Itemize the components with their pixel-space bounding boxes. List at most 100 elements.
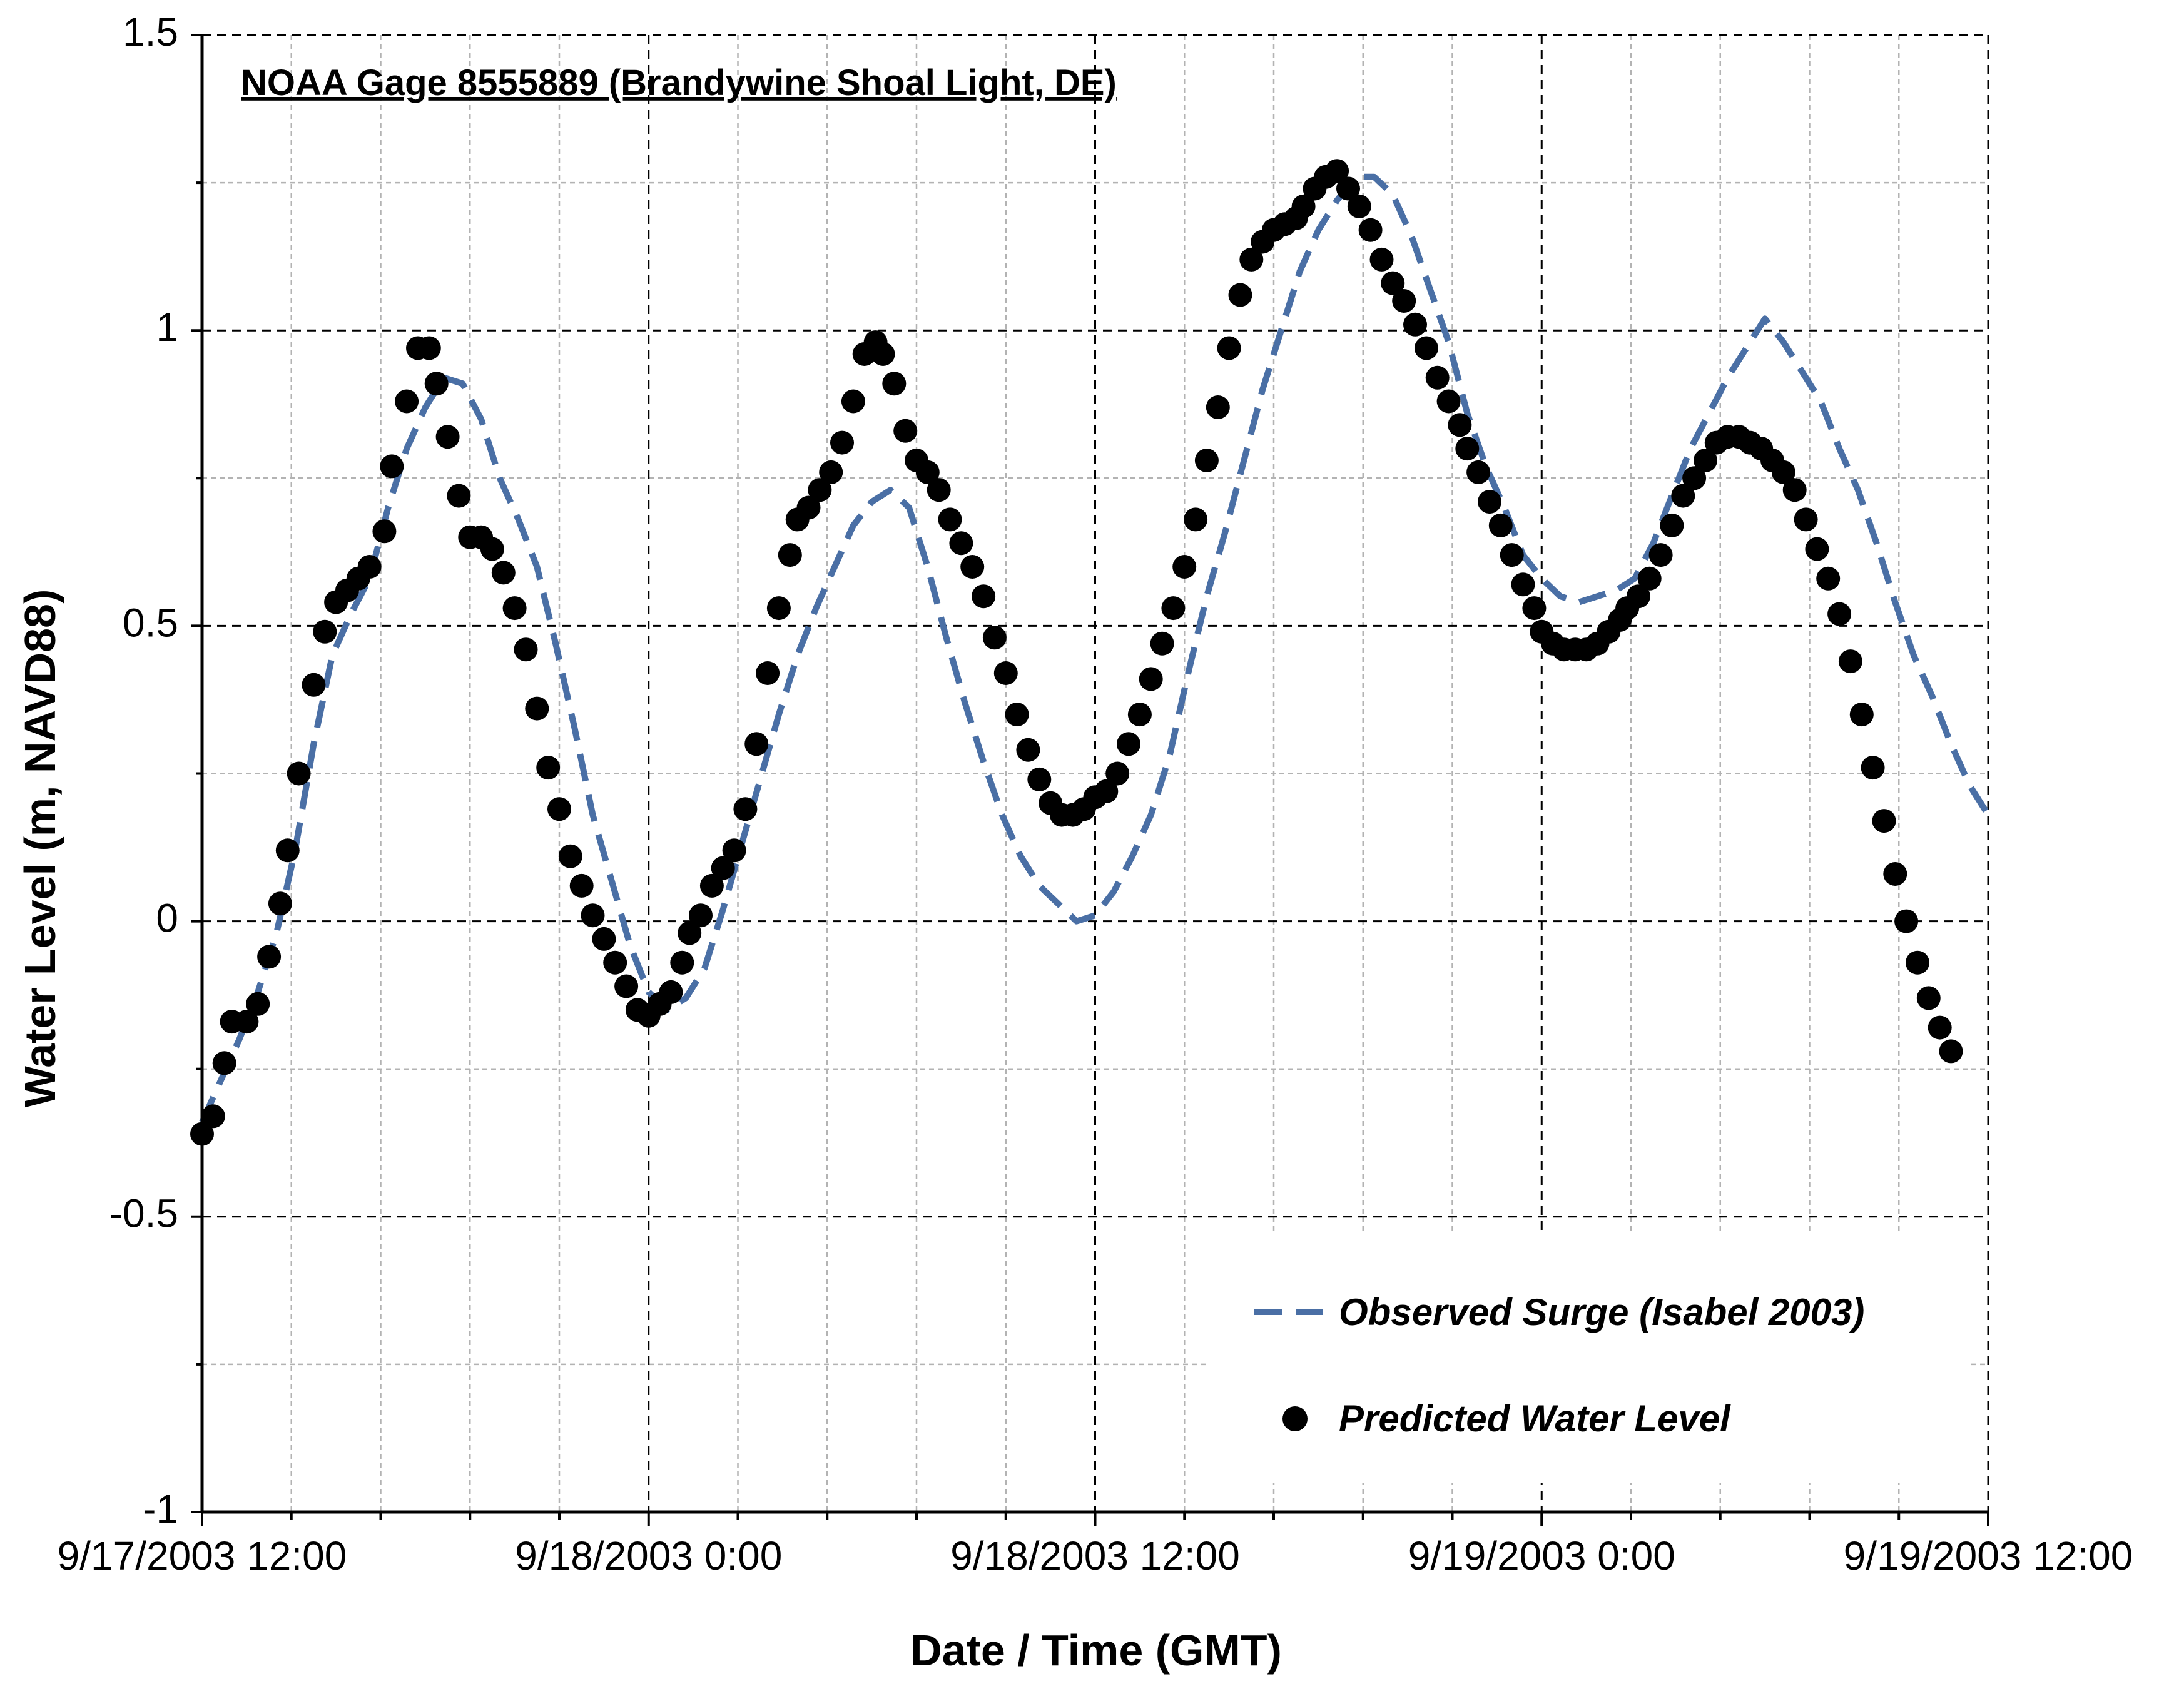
predicted-point <box>1172 555 1197 579</box>
predicted-point <box>1660 513 1684 537</box>
predicted-point <box>1466 460 1491 484</box>
x-tick-label: 9/17/2003 12:00 <box>58 1533 347 1578</box>
predicted-point <box>670 950 694 975</box>
y-tick-label: 0 <box>156 896 178 941</box>
predicted-point <box>1928 1015 1952 1040</box>
predicted-point <box>1184 507 1208 532</box>
predicted-point <box>417 336 441 360</box>
predicted-point <box>1488 513 1513 537</box>
x-tick-label: 9/19/2003 0:00 <box>1408 1533 1675 1578</box>
axes: 1.5 1 0.5 0 -0.5 -19/17/2003 12:00 9/18/2003 0… <box>58 9 2133 1578</box>
y-axis-title: Water Level (m, NAVD88) <box>16 589 64 1108</box>
predicted-point <box>699 873 724 898</box>
predicted-point <box>313 619 337 644</box>
predicted-point <box>1939 1039 1963 1064</box>
predicted-point <box>1626 584 1650 609</box>
legend-label-predicted: Predicted Water Level <box>1339 1398 1731 1440</box>
y-tick-label: 0.5 <box>123 600 178 645</box>
predicted-point <box>1861 756 1885 780</box>
y-tick-label: 1.5 <box>123 9 178 54</box>
y-tick-label: 1 <box>156 305 178 350</box>
predicted-point <box>246 992 270 1016</box>
predicted-point <box>1016 738 1040 762</box>
y-tick-label: -1 <box>143 1486 178 1531</box>
predicted-point <box>993 661 1018 685</box>
predicted-point <box>1336 176 1360 201</box>
predicted-point <box>1682 466 1707 490</box>
predicted-point <box>1883 862 1907 886</box>
predicted-point <box>257 945 282 969</box>
predicted-point <box>1425 365 1450 390</box>
predicted-point <box>1436 389 1461 414</box>
predicted-point <box>1671 484 1695 508</box>
predicted-point <box>1150 631 1174 656</box>
predicted-point <box>841 389 865 414</box>
predicted-point <box>1161 596 1186 621</box>
predicted-point <box>972 584 996 609</box>
predicted-point <box>201 1104 225 1129</box>
predicted-point <box>1105 761 1130 786</box>
predicted-point <box>1694 449 1717 472</box>
x-tick-label: 9/18/2003 0:00 <box>515 1533 782 1578</box>
predicted-point <box>1805 537 1829 561</box>
predicted-point <box>592 927 616 951</box>
predicted-point <box>569 873 594 898</box>
predicted-point <box>882 372 907 396</box>
predicted-point <box>268 891 292 916</box>
legend-swatch-predicted <box>1282 1406 1308 1431</box>
predicted-point <box>1849 703 1874 727</box>
predicted-point <box>1206 395 1230 419</box>
predicted-point <box>603 950 627 975</box>
predicted-point <box>960 555 985 579</box>
predicted-point <box>1369 247 1394 272</box>
predicted-point <box>536 756 561 780</box>
predicted-point <box>938 507 962 532</box>
predicted-point <box>766 596 791 621</box>
predicted-point <box>1906 950 1929 975</box>
predicted-point <box>893 419 918 443</box>
predicted-point <box>1500 543 1524 567</box>
predicted-point <box>1217 336 1241 360</box>
predicted-point <box>982 626 1007 650</box>
predicted-point <box>1838 649 1862 674</box>
x-tick-label: 9/19/2003 12:00 <box>1844 1533 2133 1578</box>
predicted-point <box>1228 283 1252 307</box>
predicted-point <box>275 838 300 863</box>
predicted-point <box>1403 312 1427 337</box>
predicted-point <box>1005 703 1029 727</box>
predicted-point <box>1027 767 1052 791</box>
predicted-point <box>581 903 605 928</box>
predicted-point <box>491 561 516 585</box>
predicted-point <box>689 903 713 928</box>
predicted-point <box>808 478 832 502</box>
predicted-point <box>1139 667 1163 691</box>
predicted-point <box>1455 437 1480 461</box>
predicted-point <box>372 519 397 544</box>
predicted-point <box>711 856 735 880</box>
predicted-point <box>778 543 802 567</box>
predicted-point <box>1794 507 1818 532</box>
series-observed-surge-line <box>199 173 1991 1124</box>
predicted-point <box>287 761 311 786</box>
legend-label-observed: Observed Surge (Isabel 2003) <box>1339 1291 1864 1333</box>
predicted-point <box>1916 986 1941 1010</box>
predicted-point <box>949 531 973 556</box>
predicted-point <box>1094 779 1119 803</box>
predicted-point <box>1894 909 1919 933</box>
x-axis-title: Date / Time (GMT) <box>910 1626 1282 1675</box>
predicted-point <box>678 921 702 945</box>
predicted-point <box>744 732 769 756</box>
predicted-point <box>1358 218 1383 242</box>
predicted-point <box>395 389 419 414</box>
predicted-point <box>1511 572 1535 597</box>
legend: Observed Surge (Isabel 2003) Predicted W… <box>1207 1232 1968 1483</box>
predicted-point <box>796 495 821 520</box>
predicted-point <box>927 478 951 502</box>
predicted-point <box>1291 194 1316 218</box>
series-layer <box>190 159 1991 1146</box>
predicted-point <box>480 537 504 561</box>
predicted-point <box>1872 809 1896 833</box>
predicted-point <box>1325 159 1349 183</box>
